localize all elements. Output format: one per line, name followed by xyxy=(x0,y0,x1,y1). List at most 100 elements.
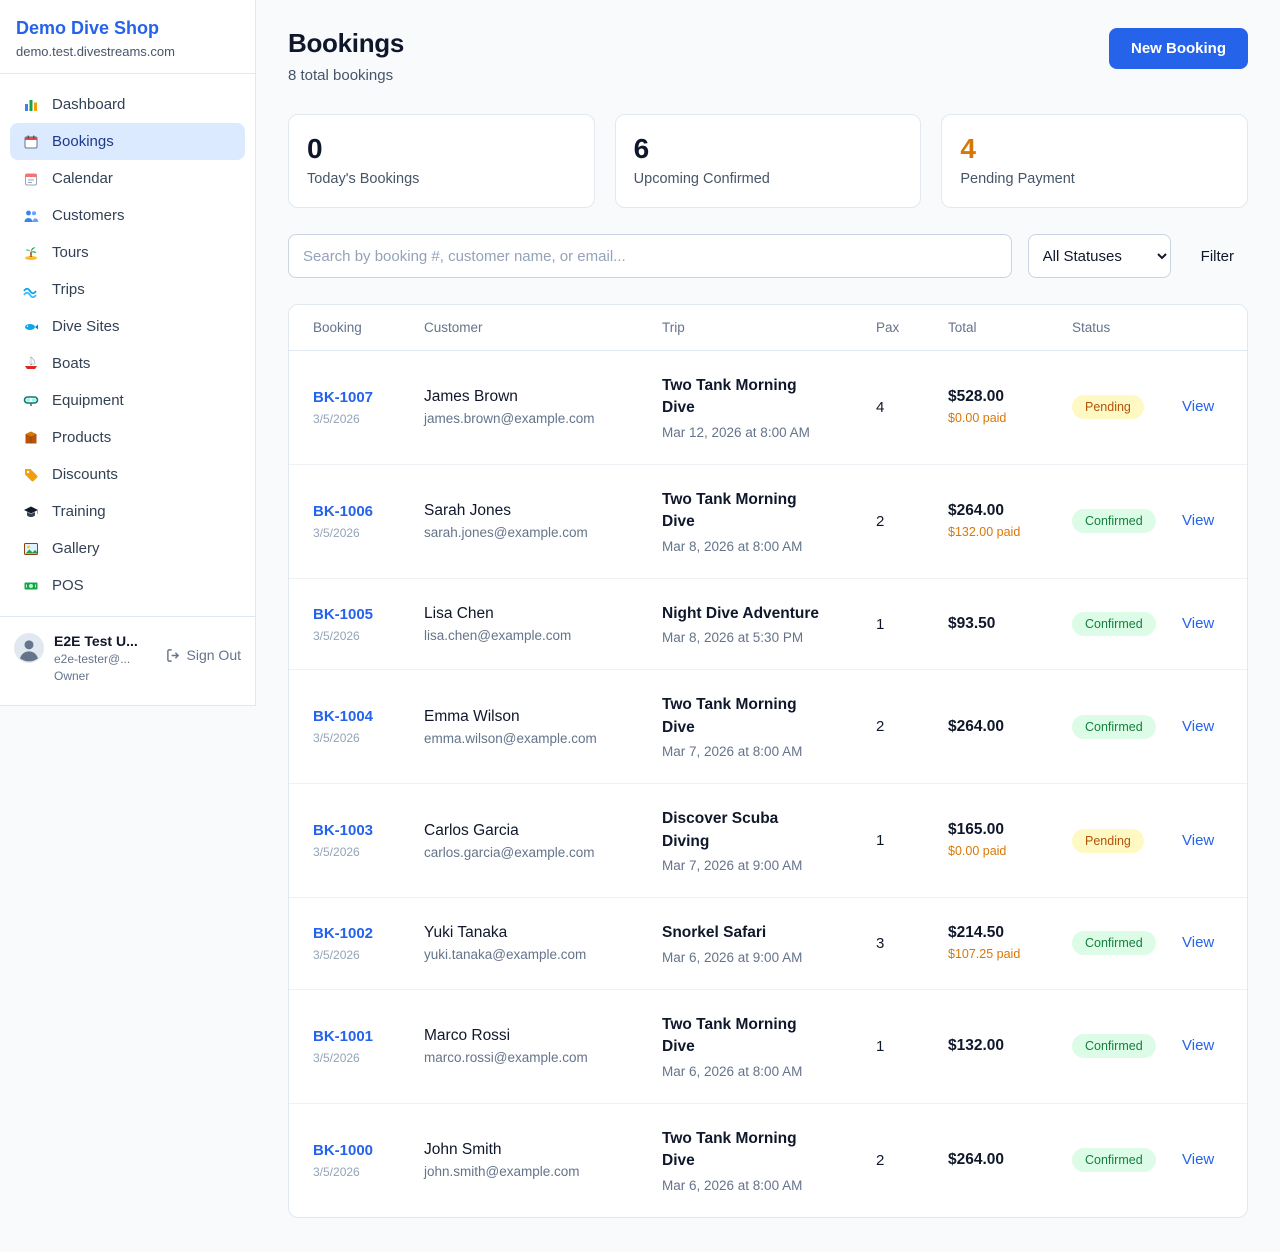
discounts-icon xyxy=(22,467,40,483)
trip-name: Snorkel Safari xyxy=(662,924,767,942)
customer-name: James Brown xyxy=(424,388,518,406)
sidebar-item-tours[interactable]: Tours xyxy=(10,234,245,271)
customer-name: Marco Rossi xyxy=(424,1027,511,1045)
view-link[interactable]: View xyxy=(1182,1037,1215,1055)
booking-date: 3/5/2026 xyxy=(313,947,360,962)
brand-name: Demo Dive Shop xyxy=(16,18,160,38)
sidebar-item-pos[interactable]: POS xyxy=(10,567,245,604)
customer-email: yuki.tanaka@example.com xyxy=(424,947,587,963)
trip-name: Two Tank Morning Dive xyxy=(662,1015,797,1056)
sign-out-button[interactable]: Sign Out xyxy=(166,647,241,663)
sidebar-item-gallery[interactable]: Gallery xyxy=(10,530,245,567)
booking-id-link[interactable]: BK-1006 xyxy=(313,502,374,520)
brand: Demo Dive Shop demo.test.divestreams.com xyxy=(0,0,255,74)
view-link[interactable]: View xyxy=(1182,934,1215,952)
stat-value: 6 xyxy=(633,133,650,164)
search-input[interactable] xyxy=(288,234,1012,278)
actions-cell: View xyxy=(1182,615,1223,633)
sidebar-item-boats[interactable]: Boats xyxy=(10,345,245,382)
booking-date: 3/5/2026 xyxy=(313,1164,360,1179)
sidebar-item-dive-sites[interactable]: Dive Sites xyxy=(10,308,245,345)
customer-name: Yuki Tanaka xyxy=(424,924,508,942)
sidebar: Demo Dive Shop demo.test.divestreams.com… xyxy=(0,0,256,706)
sidebar-item-discounts[interactable]: Discounts xyxy=(10,456,245,493)
booking-id-link[interactable]: BK-1007 xyxy=(313,388,374,406)
sidebar-item-dashboard[interactable]: Dashboard xyxy=(10,86,245,123)
sidebar-item-label: Trips xyxy=(52,281,85,298)
paid-amount: $132.00 paid xyxy=(948,524,1021,539)
view-link[interactable]: View xyxy=(1182,398,1215,416)
column-header-customer: Customer xyxy=(424,320,483,335)
dashboard-icon xyxy=(22,97,40,113)
user-name: E2E Test U... xyxy=(54,633,138,649)
customer-cell: Carlos Garcia carlos.garcia@example.com xyxy=(424,822,662,860)
stat-card-todays-bookings: 0 Today's Bookings xyxy=(288,114,595,208)
view-link[interactable]: View xyxy=(1182,615,1215,633)
brand-domain: demo.test.divestreams.com xyxy=(16,44,175,59)
booking-date: 3/5/2026 xyxy=(313,411,360,426)
sidebar-item-products[interactable]: Products xyxy=(10,419,245,456)
trip-cell: Two Tank Morning Dive Mar 7, 2026 at 8:0… xyxy=(662,694,876,759)
booking-date: 3/5/2026 xyxy=(313,1050,360,1065)
total-cell: $93.50 xyxy=(948,615,1072,633)
total-cell: $132.00 xyxy=(948,1037,1072,1055)
booking-id-link[interactable]: BK-1005 xyxy=(313,605,374,623)
actions-cell: View xyxy=(1182,832,1223,850)
customer-name: Sarah Jones xyxy=(424,502,512,520)
sidebar-item-label: Gallery xyxy=(52,540,100,557)
status-cell: Confirmed xyxy=(1072,714,1182,739)
customer-email: marco.rossi@example.com xyxy=(424,1050,588,1066)
booking-cell: BK-1004 3/5/2026 xyxy=(313,708,424,745)
booking-id-link[interactable]: BK-1004 xyxy=(313,708,374,726)
equipment-icon xyxy=(22,393,40,409)
trip-datetime: Mar 12, 2026 at 8:00 AM xyxy=(662,424,810,440)
customer-cell: Yuki Tanaka yuki.tanaka@example.com xyxy=(424,924,662,962)
sidebar-item-label: Discounts xyxy=(52,466,118,483)
total-amount: $93.50 xyxy=(948,615,996,633)
booking-date: 3/5/2026 xyxy=(313,731,360,746)
customer-email: sarah.jones@example.com xyxy=(424,525,588,541)
gallery-icon xyxy=(22,541,40,557)
actions-cell: View xyxy=(1182,718,1223,736)
customer-email: john.smith@example.com xyxy=(424,1164,580,1180)
column-header-pax: Pax xyxy=(876,320,900,335)
pos-icon xyxy=(22,578,40,594)
booking-id-link[interactable]: BK-1002 xyxy=(313,924,374,942)
column-header-actions xyxy=(1182,313,1223,343)
total-amount: $264.00 xyxy=(948,501,1005,519)
booking-id-link[interactable]: BK-1001 xyxy=(313,1027,374,1045)
sidebar-item-label: Boats xyxy=(52,355,91,372)
page-title: Bookings xyxy=(288,28,405,58)
products-icon xyxy=(22,430,40,446)
sidebar-item-training[interactable]: Training xyxy=(10,493,245,530)
sidebar-item-trips[interactable]: Trips xyxy=(10,271,245,308)
paid-amount: $0.00 paid xyxy=(948,844,1007,858)
sidebar-item-customers[interactable]: Customers xyxy=(10,197,245,234)
view-link[interactable]: View xyxy=(1182,717,1215,735)
sidebar-item-calendar[interactable]: Calendar xyxy=(10,160,245,197)
pax-count: 1 xyxy=(876,1037,885,1055)
booking-id-link[interactable]: BK-1003 xyxy=(313,822,374,840)
trip-datetime: Mar 8, 2026 at 8:00 AM xyxy=(662,538,803,554)
total-cell: $528.00 $0.00 paid xyxy=(948,388,1072,428)
view-link[interactable]: View xyxy=(1182,831,1215,849)
stat-label: Today's Bookings xyxy=(307,171,420,187)
stat-label: Pending Payment xyxy=(960,171,1075,187)
status-filter-select[interactable]: All Statuses xyxy=(1027,234,1171,278)
sidebar-item-equipment[interactable]: Equipment xyxy=(10,382,245,419)
table-header-row: Booking Customer Trip Pax Total Status xyxy=(289,305,1247,351)
new-booking-button[interactable]: New Booking xyxy=(1108,28,1248,69)
filter-button[interactable]: Filter xyxy=(1187,248,1248,265)
booking-id-link[interactable]: BK-1000 xyxy=(313,1141,374,1159)
pax-count: 2 xyxy=(876,1151,885,1169)
customer-email: emma.wilson@example.com xyxy=(424,730,597,746)
trip-datetime: Mar 7, 2026 at 9:00 AM xyxy=(662,858,803,874)
sidebar-item-bookings[interactable]: Bookings xyxy=(10,123,245,160)
customer-cell: John Smith john.smith@example.com xyxy=(424,1141,662,1179)
view-link[interactable]: View xyxy=(1182,1151,1215,1169)
total-amount: $132.00 xyxy=(948,1037,1005,1055)
pax-count: 2 xyxy=(876,512,885,530)
table-row: BK-1006 3/5/2026 Sarah Jones sarah.jones… xyxy=(289,465,1247,579)
view-link[interactable]: View xyxy=(1182,512,1215,530)
